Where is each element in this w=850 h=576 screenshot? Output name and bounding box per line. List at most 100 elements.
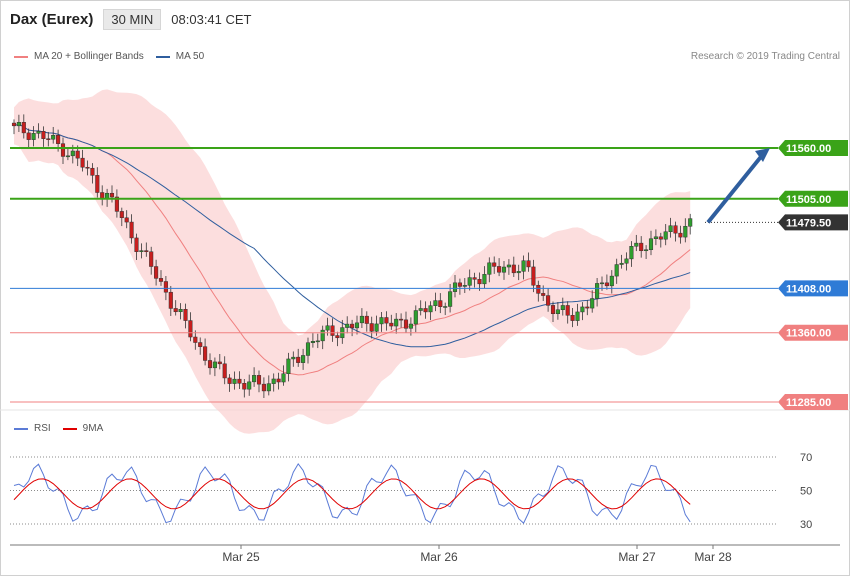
candle-body [555, 309, 560, 314]
candle-body [678, 232, 683, 238]
candle-body [227, 377, 232, 384]
candle-body [354, 322, 360, 329]
candle-body [144, 250, 149, 252]
bollinger-band [14, 89, 691, 434]
candle-body [619, 262, 624, 265]
candle-body [109, 192, 115, 198]
candle-body [644, 249, 649, 252]
x-tick-label: Mar 27 [618, 550, 656, 564]
candle-body [423, 308, 428, 313]
candle-body [487, 262, 492, 275]
candle-body [634, 242, 639, 247]
candle-body [413, 310, 418, 325]
candle-body [428, 305, 433, 313]
price-level-text: 11285.00 [786, 397, 831, 409]
candle-body [350, 323, 355, 329]
candle-body [399, 318, 404, 321]
candle-body [639, 242, 644, 252]
projection-arrow-head [755, 148, 770, 162]
ma20-line [13, 123, 691, 376]
candle-body [511, 264, 516, 274]
candle-body [688, 218, 693, 227]
x-tick-label: Mar 25 [222, 550, 260, 564]
candle-body [345, 323, 350, 328]
candle-body [26, 132, 31, 140]
candle-body [629, 246, 634, 260]
candle-body [207, 360, 213, 369]
candle-body [60, 143, 66, 157]
price-level-tag [778, 214, 848, 231]
candle-body [95, 175, 100, 193]
candle-body [16, 122, 21, 127]
candle-body [614, 264, 619, 277]
price-level-text: 11408.00 [786, 283, 831, 295]
candle-body [457, 282, 462, 287]
candle-body [384, 317, 389, 324]
candle-body [119, 211, 124, 219]
candle-body [70, 150, 75, 157]
rsi-ma-swatch [62, 427, 77, 430]
candle-body [462, 285, 467, 287]
candle-body [242, 383, 247, 390]
candle-body [403, 319, 409, 329]
candle-body [46, 138, 51, 140]
candle-body [320, 329, 325, 342]
candle-body [75, 150, 80, 159]
candle-body [335, 335, 340, 339]
rsi-level-label: 70 [800, 452, 812, 464]
candle-body [203, 346, 208, 361]
candle-body [51, 134, 56, 140]
candle-body [585, 306, 590, 309]
candle-body [305, 342, 311, 356]
candle-body [271, 378, 276, 384]
price-level-text: 11479.50 [786, 217, 831, 229]
candle-body [359, 315, 364, 324]
candle-body [599, 282, 605, 285]
candle-body [531, 266, 536, 286]
candle-body [546, 295, 551, 306]
candle-body [595, 283, 600, 299]
rsi-level-label: 30 [800, 519, 812, 531]
candle-body [315, 340, 320, 343]
price-level-tag [778, 140, 848, 156]
candle-body [247, 381, 252, 390]
timeframe-badge[interactable]: 30 MIN [103, 8, 162, 30]
candle-body [36, 131, 41, 134]
price-level-label: 11285.00 [778, 394, 848, 410]
candle-body [90, 167, 95, 176]
candle-body [178, 309, 183, 313]
candle-body [580, 306, 585, 313]
price-level-tag [778, 324, 848, 341]
candle-body [276, 378, 281, 383]
candle-body [433, 300, 438, 306]
candle-body [477, 279, 482, 285]
price-level-tag [778, 394, 848, 410]
candle-body [389, 322, 394, 327]
candle-body [452, 282, 458, 292]
rsi-ma-legend-label: 9MA [82, 423, 104, 434]
x-tick-label: Mar 28 [694, 550, 732, 564]
candle-body [497, 266, 502, 273]
candle-body [364, 315, 369, 324]
projection-arrow-shaft [706, 151, 766, 224]
price-level-tag [778, 280, 848, 297]
candle-body [560, 305, 565, 310]
candle-body [65, 155, 70, 158]
candle-body [232, 378, 237, 384]
candle-body [252, 375, 257, 383]
candle-body [648, 238, 654, 250]
candle-body [501, 266, 507, 273]
candle-body [609, 275, 614, 287]
instrument-title: Dax (Eurex) [10, 10, 94, 28]
candle-body [31, 133, 36, 140]
candle-body [163, 281, 168, 293]
candle-body [325, 325, 330, 331]
candle-body [217, 361, 222, 365]
candle-body [394, 318, 399, 327]
candle-body [683, 226, 688, 238]
ma50-legend-label: MA 50 [175, 51, 205, 62]
candle-body [56, 134, 61, 144]
rsi-level-label: 50 [800, 486, 812, 498]
candle-body [482, 274, 487, 285]
